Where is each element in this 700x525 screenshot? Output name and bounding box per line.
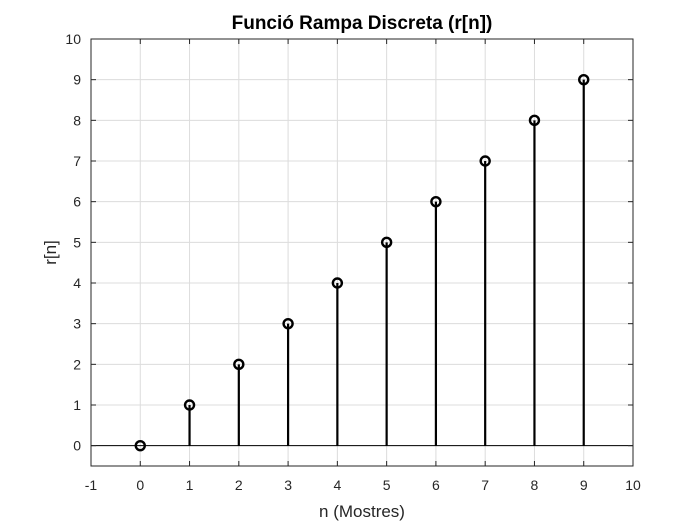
y-axis-title: r[n] <box>41 240 60 265</box>
x-tick-label: 2 <box>235 477 243 493</box>
x-tick-label: 0 <box>136 477 144 493</box>
x-tick-label: -1 <box>85 477 98 493</box>
chart-title: Funció Rampa Discreta (r[n]) <box>232 13 493 34</box>
stem-marker <box>233 358 245 371</box>
y-tick-label: 7 <box>73 153 81 169</box>
x-tick-labels: -1 0 1 2 3 4 5 6 7 8 9 10 <box>85 39 641 493</box>
y-tick-label: 3 <box>73 316 81 332</box>
stem-marker <box>430 195 442 208</box>
stem-marker <box>479 155 491 167</box>
stem-marker <box>380 236 393 249</box>
grid <box>90 38 634 466</box>
x-tick-label: 4 <box>333 477 341 493</box>
stem-marker <box>578 73 590 86</box>
axes-box <box>90 38 634 467</box>
x-tick-label: 1 <box>186 477 194 493</box>
x-tick-label: 8 <box>531 477 539 493</box>
x-tick-label: 7 <box>481 477 489 493</box>
markers <box>134 73 590 452</box>
stem-marker <box>134 439 146 452</box>
stem-marker <box>528 114 541 127</box>
y-tick-label: 2 <box>73 356 81 372</box>
stem-marker <box>331 277 344 289</box>
stems <box>188 79 585 446</box>
y-tick-label: 5 <box>73 234 81 250</box>
x-tick-label: 6 <box>432 477 440 493</box>
y-tick-label: 6 <box>73 194 81 210</box>
x-tick-label: 3 <box>284 477 292 493</box>
x-tick-label: 10 <box>625 477 641 493</box>
x-tick-label: 9 <box>580 477 588 493</box>
stem-marker <box>183 399 196 411</box>
stem-marker <box>282 317 294 330</box>
y-tick-label: 8 <box>73 112 81 128</box>
y-tick-label: 4 <box>73 275 81 291</box>
y-tick-label: 9 <box>73 72 81 88</box>
x-tick-label: 5 <box>383 477 391 493</box>
y-tick-label: 10 <box>65 31 81 47</box>
y-tick-label: 0 <box>73 438 81 454</box>
y-tick-labels: 0 1 2 3 4 5 6 7 8 9 10 <box>65 31 633 454</box>
y-tick-label: 1 <box>73 397 81 413</box>
x-axis-title: n (Mostres) <box>319 502 405 521</box>
